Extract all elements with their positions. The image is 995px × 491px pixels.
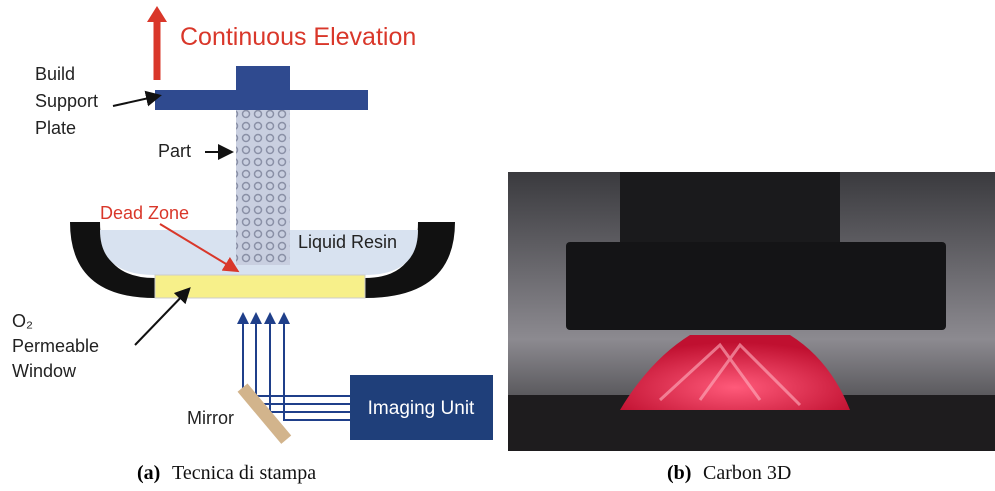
caption-tag: (a) bbox=[137, 462, 160, 484]
part-label: Part bbox=[158, 141, 191, 161]
elevation-label: Continuous Elevation bbox=[180, 23, 416, 51]
build-label: Plate bbox=[35, 118, 76, 138]
elevation-arrowhead bbox=[147, 6, 167, 22]
dead-zone-label: Dead Zone bbox=[100, 203, 189, 223]
window-label: Permeable bbox=[12, 336, 99, 356]
window bbox=[155, 275, 365, 298]
mirror-label: Mirror bbox=[187, 408, 234, 428]
resin-label: Liquid Resin bbox=[298, 232, 397, 252]
build-plate bbox=[155, 90, 368, 110]
figure: Continuous Elevation Build Support Plate… bbox=[0, 0, 995, 491]
part bbox=[236, 110, 290, 265]
window-label: O₂ bbox=[12, 311, 33, 331]
window-label: Window bbox=[12, 361, 77, 381]
photo bbox=[508, 172, 995, 451]
caption: Tecnica di stampa bbox=[172, 462, 316, 484]
build-label: Build bbox=[35, 64, 75, 84]
caption-tag: (b) bbox=[667, 462, 691, 484]
plate-top bbox=[236, 66, 290, 92]
caption: Carbon 3D bbox=[703, 462, 791, 484]
build-label: Support bbox=[35, 91, 98, 111]
imaging-label: Imaging Unit bbox=[368, 398, 475, 419]
diagram: Continuous Elevation Build Support Plate… bbox=[12, 6, 493, 444]
pointer bbox=[113, 96, 158, 106]
